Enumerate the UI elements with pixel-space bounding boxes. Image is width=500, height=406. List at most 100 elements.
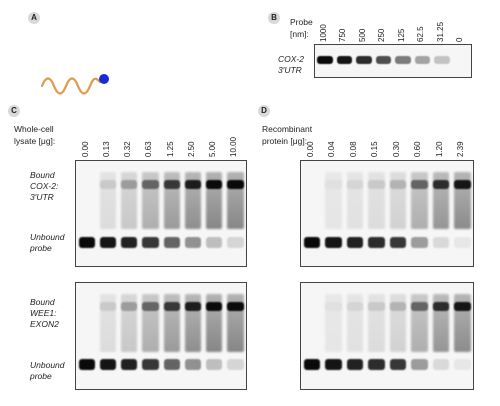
panel-d-lane-label: 0.08 [348,141,358,157]
panel-c-top-gel [75,160,247,267]
panel-d-lane-label: 0.30 [391,141,401,157]
panel-d-top-unbound-band [389,236,406,248]
panel-c-bottom-unbound-band [163,359,180,371]
panel-c-lane-label: 2.50 [186,141,196,157]
panel-c-top-bound-band [227,179,244,189]
panel-d-axis-label-2: protein [μg]: [262,136,308,146]
panel-b-lane-label: 125 [396,28,406,42]
panel-c-bottom-bound-band [163,302,180,312]
panel-c-bottom-unbound-band [184,359,201,371]
panel-d-axis-label-1: Recombinant [262,124,313,134]
panel-c-bottom-bound-band [184,302,201,312]
panel-d-lane-label: 0.60 [413,141,423,157]
panel-d-top-unbound-band [303,236,320,248]
panel-c-bottom-unbound-band [206,359,223,371]
panel-b-lane-label: 31.25 [435,21,445,42]
panel-a-label: A [28,12,40,24]
panel-c-bottom-unbound-label-2: probe [30,371,52,381]
panel-d-top-unbound-band [325,236,342,248]
panel-c-bottom-unbound-band [142,359,159,371]
panel-c-top-unbound-label-1: Unbound [30,232,65,242]
panel-c-top-bound-band [99,179,116,189]
panel-b-band [336,56,352,64]
panel-b-band [434,56,450,64]
panel-d-top-bound-band [432,179,449,189]
panel-c-bottom-unbound-band [78,359,95,371]
panel-d-top-bound-band [389,179,406,189]
panel-d-lane-label: 0.04 [327,141,337,157]
panel-d-bottom-unbound-band [432,359,449,371]
panel-c-bottom-bound-band [142,302,159,312]
panel-c-top-bound-band [163,179,180,189]
panel-b-lane-label: 750 [338,28,348,42]
fluorescent-label-icon [99,74,109,84]
panel-b-lane-label: 500 [357,28,367,42]
panel-d-bottom-unbound-band [454,359,471,371]
panel-c-top-bound-band [142,179,159,189]
panel-d-bottom-unbound-band [411,359,428,371]
panel-b-band [375,56,391,64]
panel-d-bottom-unbound-band [346,359,363,371]
panel-d-bottom-bound-band [368,302,385,312]
rna-strand-icon [40,77,102,95]
panel-d-bottom-bound-band [454,302,471,312]
panel-c-top-unbound-band [99,236,116,248]
panel-b-axis-label-1: Probe [290,17,313,27]
panel-d-bottom-bound-band [432,302,449,312]
panel-c-bottom-bound-band [206,302,223,312]
panel-b-gel [314,44,472,78]
panel-b-row-label-2: 3′UTR [278,65,302,75]
panel-d-lane-label: 2.39 [456,141,466,157]
panel-c-lane-label: 10.00 [229,136,239,157]
panel-d-top-unbound-band [454,236,471,248]
panel-d-top-unbound-band [411,236,428,248]
panel-d-bottom-bound-band [325,302,342,312]
panel-b-lane-label: 62.5 [416,26,426,42]
rna-probe-diagram [40,74,109,95]
panel-d-top-unbound-band [432,236,449,248]
panel-d-top-unbound-band [346,236,363,248]
panel-c-lane-label: 0.13 [101,141,111,157]
panel-c-axis-label-2: lysate [μg]: [14,136,56,146]
panel-c-bottom-unbound-band [227,359,244,371]
panel-c-lane-label: 0.63 [144,141,154,157]
panel-c-top-unbound-label-2: probe [30,243,52,253]
panel-d-bottom-unbound-band [303,359,320,371]
panel-d-top-bound-band [454,179,471,189]
panel-b-row-label-1: COX-2 [278,54,304,64]
panel-b-lane-label: 0 [455,37,465,42]
panel-c-bottom-bound-label-1: Bound [30,297,55,307]
panel-d-lane-label: 1.20 [434,141,444,157]
panel-d-top-bound-band [411,179,428,189]
panel-b-label: B [268,12,280,24]
panel-c-label: C [8,105,20,117]
panel-d-bottom-bound-band [411,302,428,312]
panel-d-top-unbound-band [368,236,385,248]
panel-c-lane-label: 0.00 [80,141,90,157]
panel-c-bottom-unbound-band [99,359,116,371]
panel-d-bottom-unbound-band [325,359,342,371]
panel-c-bottom-bound-label-2: WEE1: [30,308,57,318]
panel-c-top-bound-band [184,179,201,189]
panel-c-bottom-bound-band [121,302,138,312]
panel-c-top-bound-label-1: Bound [30,170,55,180]
panel-c-bottom-gel [75,282,247,390]
panel-c-top-unbound-band [184,236,201,248]
panel-c-top-bound-band [206,179,223,189]
panel-c-lane-label: 0.32 [123,141,133,157]
panel-c-lane-label: 1.25 [165,141,175,157]
panel-d-lane-label: 0.00 [305,141,315,157]
panel-d-bottom-bound-band [346,302,363,312]
panel-c-bottom-unbound-band [121,359,138,371]
panel-d-top-gel [300,160,474,267]
panel-b-band [395,56,411,64]
panel-c-top-unbound-band [78,236,95,248]
panel-d-top-bound-band [325,179,342,189]
panel-c-axis-label-1: Whole-cell [14,124,54,134]
panel-c-top-bound-band [121,179,138,189]
panel-d-lane-label: 0.15 [370,141,380,157]
panel-c-bottom-bound-band [227,302,244,312]
panel-c-top-unbound-band [163,236,180,248]
panel-c-bottom-bound-band [99,302,116,312]
panel-c-top-unbound-band [121,236,138,248]
